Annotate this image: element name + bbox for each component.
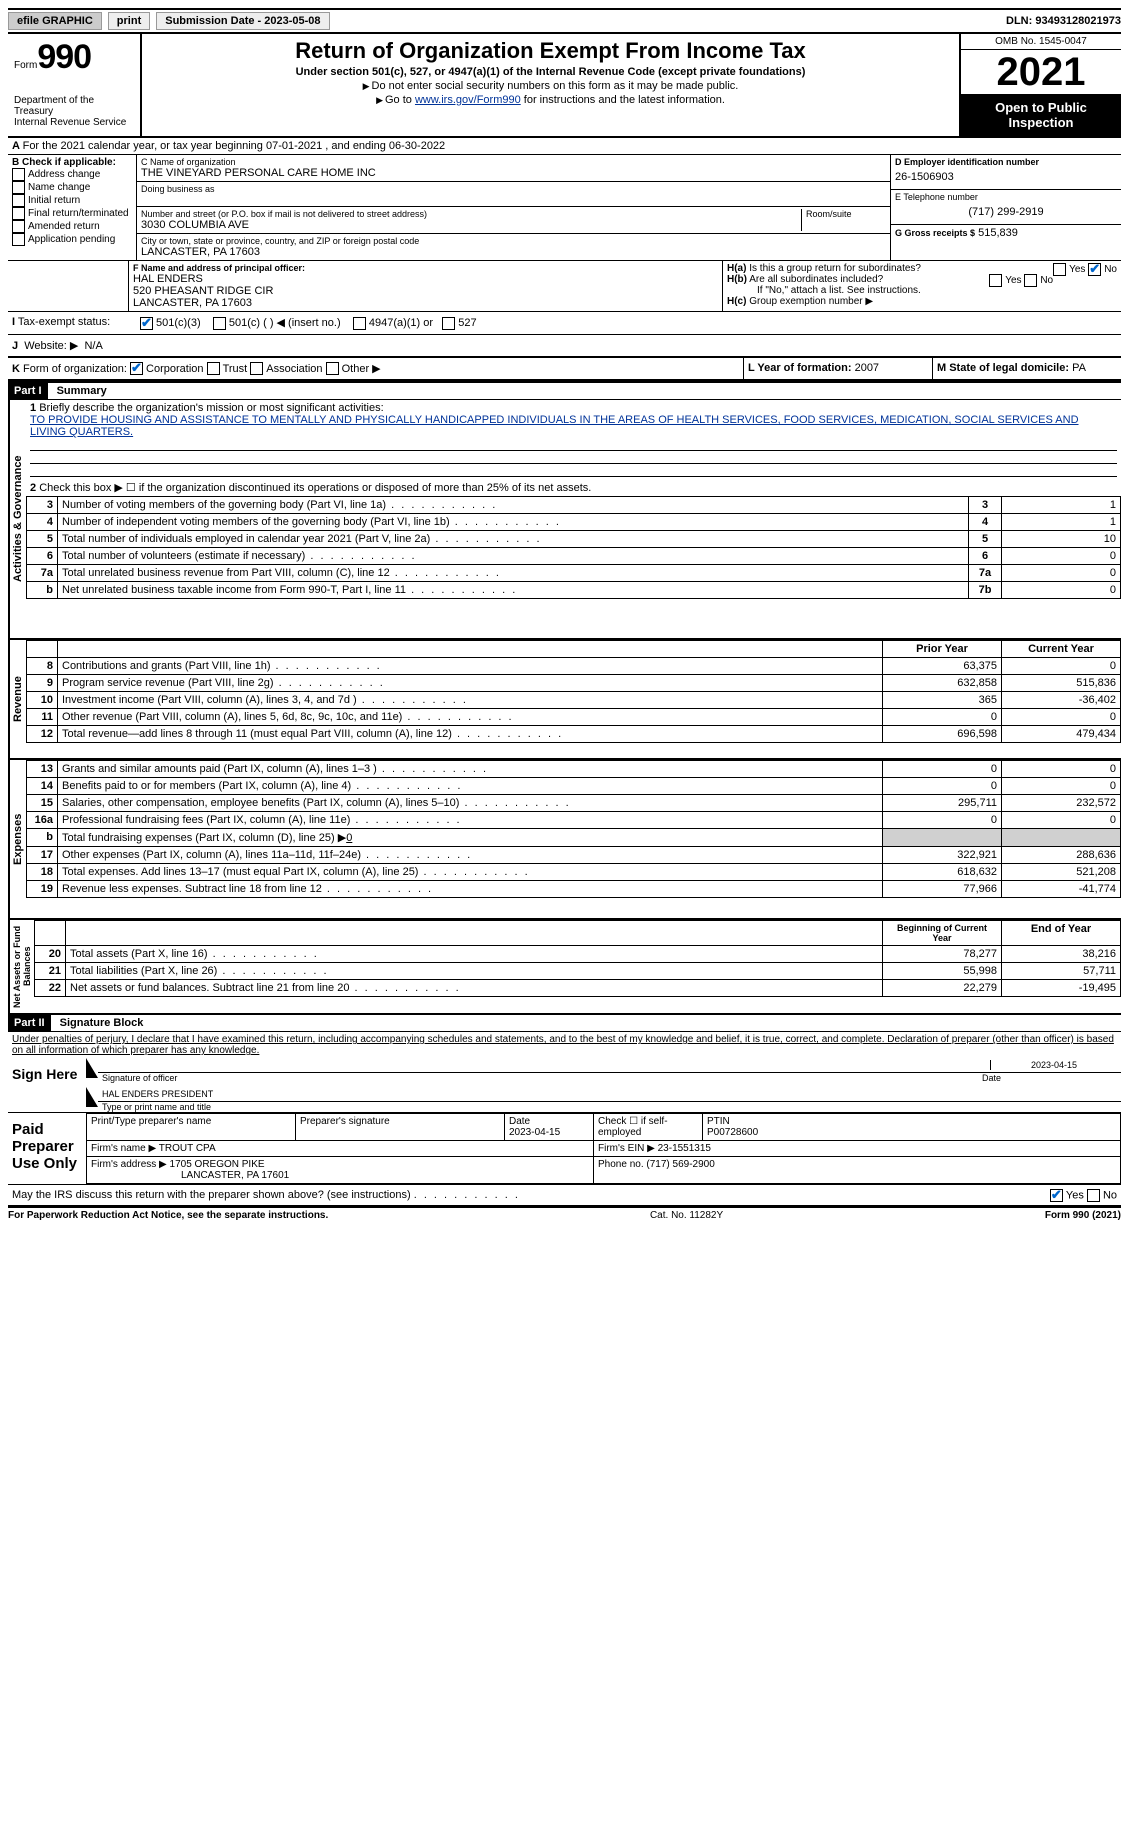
chk-name-change[interactable]: Name change — [12, 181, 132, 194]
room-label: Room/suite — [806, 209, 886, 219]
tax-status-row: I Tax-exempt status: 501(c)(3) 501(c) ( … — [8, 312, 1121, 335]
chk-501c3[interactable] — [140, 317, 153, 330]
dept-label: Department of the Treasury — [14, 95, 134, 117]
dln-label: DLN: 93493128021973 — [1006, 15, 1121, 27]
vtab-activities: Activities & Governance — [8, 400, 26, 638]
chk-address-change[interactable]: Address change — [12, 168, 132, 181]
sig-date: 2023-04-15 — [990, 1060, 1117, 1070]
officer-addr2: LANCASTER, PA 17603 — [133, 297, 718, 309]
h-c: H(c) Group exemption number ▶ — [727, 296, 1117, 307]
officer-name: HAL ENDERS — [133, 273, 718, 285]
page-footer: For Paperwork Reduction Act Notice, see … — [8, 1207, 1121, 1221]
entity-block: B Check if applicable: Address change Na… — [8, 155, 1121, 261]
section-b-label: B Check if applicable: — [12, 157, 132, 168]
chk-assoc[interactable] — [250, 362, 263, 375]
sign-here-block: Sign Here 2023-04-15 Signature of office… — [8, 1058, 1121, 1113]
declaration-text: Under penalties of perjury, I declare th… — [8, 1032, 1121, 1058]
ein-value: 26-1506903 — [895, 167, 1117, 187]
officer-block: F Name and address of principal officer:… — [8, 261, 1121, 312]
form-subtitle: Under section 501(c), 527, or 4947(a)(1)… — [148, 66, 953, 78]
irs-link[interactable]: www.irs.gov/Form990 — [415, 94, 521, 106]
website-row: J Website: ▶ N/A — [8, 335, 1121, 358]
ssn-note: Do not enter social security numbers on … — [148, 80, 953, 92]
c-name-label: C Name of organization — [141, 157, 886, 167]
vtab-netassets: Net Assets or Fund Balances — [8, 920, 34, 1013]
irs-label: Internal Revenue Service — [14, 117, 134, 128]
chk-initial-return[interactable]: Initial return — [12, 194, 132, 207]
open-inspection: Open to Public Inspection — [961, 94, 1121, 136]
form-title: Return of Organization Exempt From Incom… — [148, 38, 953, 64]
type-name-label: Type or print name and title — [98, 1102, 1121, 1112]
org-form-row: K Form of organization: Corporation Trus… — [8, 358, 1121, 382]
governance-table: 3Number of voting members of the governi… — [26, 496, 1121, 599]
city-state-zip: LANCASTER, PA 17603 — [141, 246, 886, 258]
line-a: A For the 2021 calendar year, or tax yea… — [8, 138, 1121, 155]
addr-label: Number and street (or P.O. box if mail i… — [141, 209, 801, 219]
state-domicile: M State of legal domicile: PA — [932, 358, 1121, 380]
chk-501c[interactable] — [213, 317, 226, 330]
phone-value: (717) 299-2919 — [895, 202, 1117, 222]
h-b-note: If "No," attach a list. See instructions… — [727, 285, 1117, 296]
vtab-revenue: Revenue — [8, 640, 26, 758]
org-name: THE VINEYARD PERSONAL CARE HOME INC — [141, 167, 886, 179]
form-header: Form990 Department of the Treasury Inter… — [8, 34, 1121, 138]
print-button[interactable]: print — [108, 12, 150, 30]
officer-addr1: 520 PHEASANT RIDGE CIR — [133, 285, 718, 297]
mission-text: TO PROVIDE HOUSING AND ASSISTANCE TO MEN… — [30, 414, 1079, 438]
chk-527[interactable] — [442, 317, 455, 330]
efile-button[interactable]: efile GRAPHIC — [8, 12, 102, 30]
f-label: F Name and address of principal officer: — [133, 263, 718, 273]
street-address: 3030 COLUMBIA AVE — [141, 219, 801, 231]
expenses-table: 13Grants and similar amounts paid (Part … — [26, 760, 1121, 898]
chk-trust[interactable] — [207, 362, 220, 375]
officer-typed-name: HAL ENDERS PRESIDENT — [102, 1089, 213, 1099]
submission-date-button[interactable]: Submission Date - 2023-05-08 — [156, 12, 329, 30]
omb-number: OMB No. 1545-0047 — [961, 34, 1121, 50]
chk-app-pending[interactable]: Application pending — [12, 233, 132, 246]
dba-label: Doing business as — [141, 184, 886, 194]
goto-note: Go to www.irs.gov/Form990 for instructio… — [148, 94, 953, 106]
triangle-icon — [86, 1058, 98, 1078]
chk-final-return[interactable]: Final return/terminated — [12, 207, 132, 220]
g-receipts-label: G Gross receipts $ — [895, 228, 975, 238]
part1-header: Part I Summary — [8, 381, 1121, 400]
chk-amended-return[interactable]: Amended return — [12, 220, 132, 233]
top-bar: efile GRAPHIC print Submission Date - 20… — [8, 8, 1121, 34]
line2-text: Check this box ▶ ☐ if the organization d… — [39, 482, 591, 494]
city-label: City or town, state or province, country… — [141, 236, 886, 246]
e-phone-label: E Telephone number — [895, 192, 1117, 202]
triangle-icon — [86, 1087, 98, 1107]
year-formation: L Year of formation: 2007 — [743, 358, 932, 380]
gross-receipts: 515,839 — [978, 227, 1018, 239]
chk-corp[interactable] — [130, 362, 143, 375]
chk-other[interactable] — [326, 362, 339, 375]
netassets-table: Beginning of Current YearEnd of Year20To… — [34, 920, 1121, 997]
discuss-row: May the IRS discuss this return with the… — [8, 1185, 1121, 1207]
d-ein-label: D Employer identification number — [895, 157, 1117, 167]
part2-header: Part II Signature Block — [8, 1013, 1121, 1032]
tax-year: 2021 — [961, 50, 1121, 94]
form-number: Form990 — [14, 38, 134, 77]
paid-preparer-block: Paid Preparer Use Only Print/Type prepar… — [8, 1113, 1121, 1185]
sig-officer-label: Signature of officer — [102, 1073, 177, 1083]
h-a: H(a) Is this a group return for subordin… — [727, 263, 1117, 274]
part1-body: Activities & Governance 1 Briefly descri… — [8, 400, 1121, 638]
chk-4947[interactable] — [353, 317, 366, 330]
vtab-expenses: Expenses — [8, 760, 26, 918]
revenue-table: Prior YearCurrent Year8Contributions and… — [26, 640, 1121, 743]
line1-label: Briefly describe the organization's miss… — [39, 402, 383, 414]
